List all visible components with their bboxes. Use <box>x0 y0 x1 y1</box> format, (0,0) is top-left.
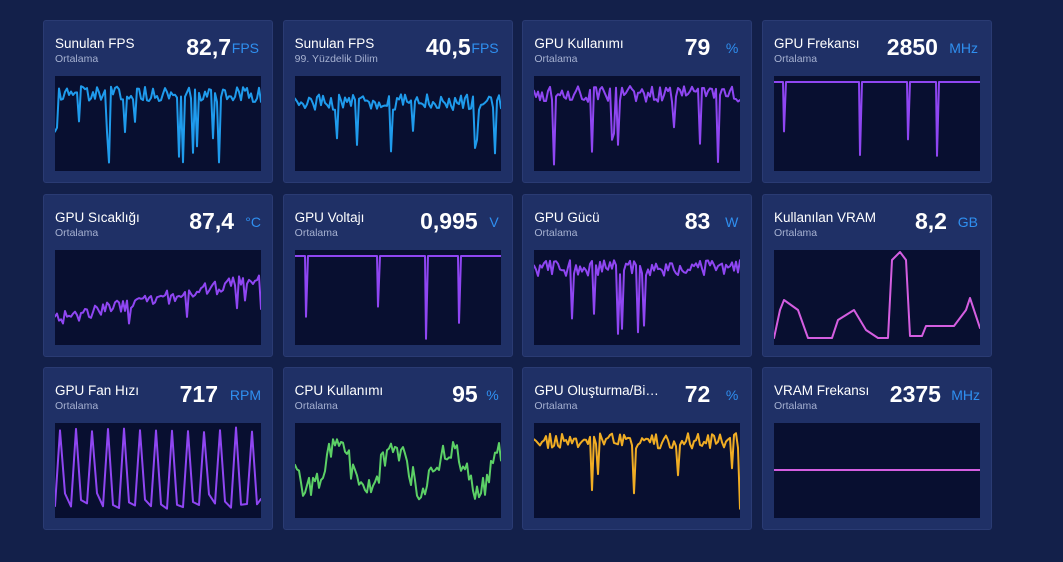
metric-tile-gpu-usage[interactable]: GPU Kullanımı Ortalama 79 % <box>522 20 753 183</box>
metric-graph <box>534 76 741 171</box>
metric-title: GPU Frekansı <box>773 36 860 51</box>
metric-title: GPU Sıcaklığı <box>55 209 140 225</box>
metric-value: 0,995 <box>420 207 478 234</box>
metric-graph <box>534 249 741 345</box>
metric-value: 72 <box>684 381 711 407</box>
metric-title: VRAM Frekansı <box>773 383 870 398</box>
metric-tile-gpu-render-compute[interactable]: GPU Oluşturma/Bilgisayar Ortalama 72 % <box>522 367 753 530</box>
metric-tile-gpu-voltage[interactable]: GPU Voltajı Ortalama 0,995 V <box>282 193 513 357</box>
metric-graph-line <box>534 85 741 166</box>
metric-unit: % <box>486 387 499 403</box>
metric-graph-line <box>55 274 261 324</box>
metric-subtitle: Ortalama <box>534 400 578 412</box>
metric-graph-line <box>534 432 741 510</box>
metric-graph <box>294 76 501 171</box>
metric-title: CPU Kullanımı <box>294 383 384 398</box>
metric-value: 83 <box>684 207 711 234</box>
metric-value: 2850 <box>886 34 938 60</box>
metric-value: 2375 <box>889 381 941 407</box>
metric-unit: MHz <box>949 40 978 56</box>
metric-unit: V <box>489 213 499 230</box>
metric-title: GPU Fan Hızı <box>55 383 140 398</box>
metric-unit: % <box>725 40 739 56</box>
metric-title: GPU Gücü <box>534 209 600 225</box>
metric-graph <box>294 423 501 518</box>
metric-graph-line <box>55 85 261 164</box>
metric-title: GPU Kullanımı <box>534 36 624 51</box>
metric-title: GPU Voltajı <box>294 209 365 225</box>
metric-unit: W <box>725 213 739 230</box>
metric-subtitle: Ortalama <box>55 53 99 65</box>
metric-unit: FPS <box>231 40 259 56</box>
metric-unit: MHz <box>951 387 980 403</box>
metric-graph <box>773 423 980 518</box>
metric-tile-vram-used[interactable]: Kullanılan VRAM Ortalama 8,2 GB <box>761 193 992 357</box>
metric-title: Sunulan FPS <box>294 36 375 51</box>
metric-subtitle: Ortalama <box>55 400 99 412</box>
metric-value: 8,2 <box>914 207 947 234</box>
metric-subtitle: Ortalama <box>294 400 338 412</box>
metric-value: 79 <box>684 34 711 60</box>
metric-value: 82,7 <box>186 34 231 60</box>
metric-unit: % <box>725 387 739 403</box>
metric-graph-line <box>55 426 261 510</box>
metric-unit: GB <box>957 213 978 230</box>
metric-tile-gpu-fan-speed[interactable]: GPU Fan Hızı Ortalama 717 RPM <box>43 367 273 530</box>
metric-graph <box>773 76 980 171</box>
metric-unit: RPM <box>229 387 261 403</box>
metric-value: 40,5 <box>425 34 471 60</box>
metric-graph <box>55 76 261 171</box>
metric-graph-line <box>773 81 980 157</box>
metric-value: 717 <box>179 381 218 407</box>
metric-subtitle: Ortalama <box>55 226 99 239</box>
metric-title: Sunulan FPS <box>55 36 135 51</box>
metric-subtitle: Ortalama <box>294 226 338 239</box>
metric-tile-vram-frequency[interactable]: VRAM Frekansı Ortalama 2375 MHz <box>761 367 992 530</box>
metric-unit: FPS <box>471 40 499 56</box>
metric-title: GPU Oluşturma/Bilgisayar <box>534 383 660 398</box>
metric-graph <box>773 249 980 345</box>
metric-subtitle: Ortalama <box>773 53 818 65</box>
metrics-grid: Sunulan FPS Ortalama 82,7 FPS Sunulan FP… <box>43 20 992 530</box>
metric-tile-gpu-temperature[interactable]: GPU Sıcaklığı Ortalama 87,4 °C <box>43 193 273 357</box>
metric-subtitle: 99. Yüzdelik Dilim <box>294 53 378 65</box>
metric-value: 87,4 <box>189 207 234 234</box>
metric-graph <box>534 423 741 518</box>
metric-tile-presented-fps-avg[interactable]: Sunulan FPS Ortalama 82,7 FPS <box>43 20 273 183</box>
metric-graph-line <box>534 258 741 335</box>
metric-graph-line <box>294 254 501 340</box>
metric-tile-cpu-usage[interactable]: CPU Kullanımı Ortalama 95 % <box>282 367 513 530</box>
metric-unit: °C <box>245 213 261 230</box>
metric-value: 95 <box>452 381 478 407</box>
metric-tile-gpu-frequency[interactable]: GPU Frekansı Ortalama 2850 MHz <box>761 20 992 183</box>
metric-graph-line <box>773 250 980 339</box>
metric-subtitle: Ortalama <box>773 400 818 412</box>
metric-graph <box>294 249 501 345</box>
metric-graph-line <box>294 438 501 501</box>
metric-graph <box>55 423 261 518</box>
metric-subtitle: Ortalama <box>534 53 578 65</box>
metric-tile-presented-fps-99p[interactable]: Sunulan FPS 99. Yüzdelik Dilim 40,5 FPS <box>282 20 513 183</box>
metric-title: Kullanılan VRAM <box>773 209 877 225</box>
metric-tile-gpu-power[interactable]: GPU Gücü Ortalama 83 W <box>522 193 753 357</box>
metric-graph <box>55 249 261 345</box>
metric-graph-line <box>294 93 501 155</box>
metric-subtitle: Ortalama <box>773 226 818 239</box>
metric-subtitle: Ortalama <box>534 226 578 239</box>
